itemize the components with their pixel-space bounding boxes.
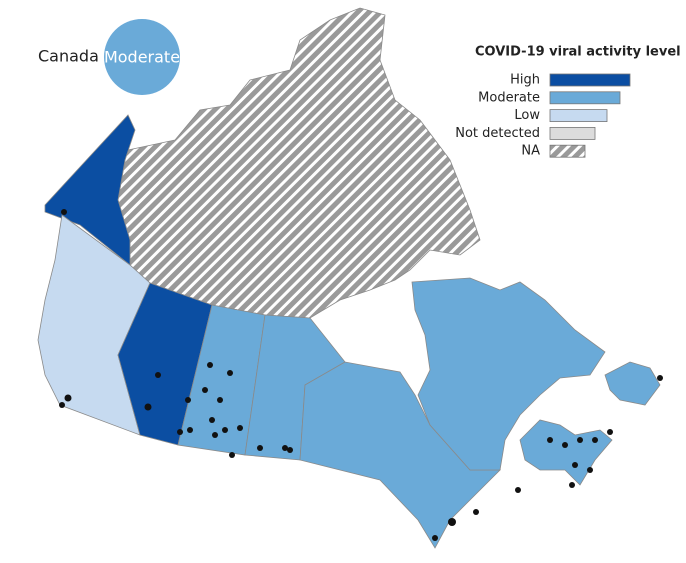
site: [432, 535, 438, 541]
site: [212, 432, 218, 438]
legend-swatch: [549, 109, 608, 122]
legend-swatch: [549, 73, 631, 87]
site: [572, 462, 578, 468]
site: [287, 447, 293, 453]
legend-swatch: [549, 127, 596, 140]
site: [187, 427, 193, 433]
region-label: Canada: [38, 47, 99, 66]
site: [229, 452, 235, 458]
site: [473, 509, 479, 515]
site: [185, 397, 191, 403]
region-moderate: [519, 419, 613, 486]
site: [177, 429, 183, 435]
region-moderate: [299, 361, 501, 549]
site: [448, 518, 456, 526]
site: [257, 445, 263, 451]
site: [207, 362, 213, 368]
site: [222, 427, 228, 433]
summary-badge: [104, 19, 180, 95]
site: [577, 437, 583, 443]
site: [547, 437, 553, 443]
legend-label: Not detected: [455, 126, 540, 141]
site: [227, 370, 233, 376]
legend-swatch: [549, 91, 621, 105]
legend: High Moderate Low Not detected NA: [455, 73, 631, 159]
site: [237, 425, 243, 431]
summary-level: Moderate: [104, 48, 180, 67]
region-high: [117, 282, 213, 446]
site: [64, 394, 72, 402]
region-moderate: [604, 361, 661, 406]
site: [657, 375, 663, 381]
site: [209, 417, 215, 423]
map: [37, 7, 663, 549]
site: [61, 209, 67, 215]
legend-label: Low: [514, 108, 540, 123]
site: [515, 487, 521, 493]
site: [587, 467, 593, 473]
site: [202, 387, 208, 393]
site: [217, 397, 223, 403]
legend-title: COVID-19 viral activity level: [475, 45, 681, 60]
site: [562, 442, 568, 448]
site: [155, 372, 161, 378]
legend-swatch: [549, 144, 586, 158]
region-moderate: [411, 277, 606, 471]
site: [569, 482, 575, 488]
site: [59, 402, 65, 408]
sample-sites: [59, 209, 663, 541]
site: [592, 437, 598, 443]
site: [282, 445, 288, 451]
legend-label: Moderate: [478, 90, 540, 105]
site: [607, 429, 613, 435]
site: [144, 403, 152, 411]
legend-label: NA: [521, 144, 540, 159]
legend-label: High: [510, 73, 540, 88]
